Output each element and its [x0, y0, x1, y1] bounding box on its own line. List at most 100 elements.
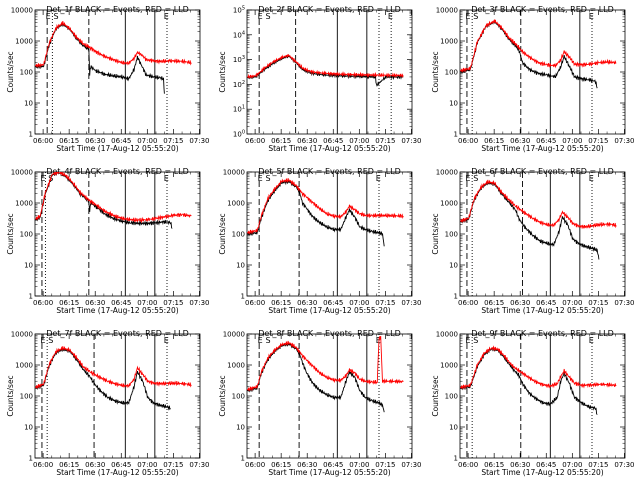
- x-tick-label: 07:00: [562, 299, 582, 307]
- event-marker-label: E: [46, 12, 51, 21]
- x-tick-label: 07:15: [375, 461, 395, 469]
- x-axis-title: Start Time (17-Aug-12 05:55:20): [56, 468, 178, 477]
- x-tick-label: 06:30: [297, 299, 317, 307]
- plot-frame: [34, 9, 201, 135]
- x-tick-label: 07:30: [614, 461, 634, 469]
- x-tick-label: 07:00: [349, 299, 369, 307]
- y-tick-label: 10: [24, 100, 33, 108]
- y-tick-exponent: 5: [242, 6, 245, 12]
- x-tick-label: 06:45: [323, 461, 343, 469]
- y-tick-label: 10: [449, 100, 458, 108]
- x-tick-label: 06:15: [271, 299, 291, 307]
- chart-title: Det_3f BLACK = Events, RED = LLD: [471, 5, 614, 14]
- events-series-line: [247, 179, 385, 247]
- event-marker-label: S: [473, 12, 478, 21]
- series-group: [247, 178, 404, 247]
- event-marker-label: E: [40, 174, 45, 183]
- y-axis-title: Counts/sec: [431, 213, 440, 254]
- x-tick-label: 06:00: [458, 137, 478, 145]
- x-tick-label: 06:15: [59, 299, 79, 307]
- event-marker-label: E: [40, 336, 45, 345]
- x-tick-label: 07:15: [588, 299, 608, 307]
- x-tick-label: 06:15: [59, 461, 79, 469]
- event-marker-label: E: [164, 336, 169, 345]
- lld-series-line: [247, 53, 404, 79]
- chart-title: Det_5f BLACK = Events, RED = LLD: [258, 167, 401, 176]
- x-tick-label: 06:15: [271, 461, 291, 469]
- chart-panel-6: 1 10 100 1000 10000 06:00 06:15 06:30 06:45 07:00…: [431, 167, 635, 315]
- x-tick-label: 07:00: [562, 137, 582, 145]
- x-tick-label: 06:15: [484, 137, 504, 145]
- y-tick-label: 10: [236, 262, 245, 270]
- x-axis-title: Start Time (17-Aug-12 05:55:20): [268, 144, 390, 153]
- y-tick-label: 10: [24, 262, 33, 270]
- y-tick-label: 1: [241, 455, 245, 463]
- y-tick-exponent: 3: [242, 55, 245, 61]
- chart-panel-7: 1 10 100 1000 10000 06:00 06:15 06:30 06:45 07:00…: [6, 329, 210, 477]
- lld-series-line: [460, 18, 617, 73]
- y-tick-label: 10000: [223, 331, 245, 339]
- series-group: [460, 345, 617, 415]
- x-tick-label: 06:00: [245, 461, 265, 469]
- x-tick-label: 07:00: [137, 299, 157, 307]
- y-tick-label: 100: [20, 69, 33, 77]
- y-tick-label: 10000: [436, 169, 458, 177]
- lld-series-line: [35, 172, 192, 224]
- chart-title: Det_4f BLACK = Events, RED = LLD: [46, 167, 189, 176]
- x-tick-label: 07:15: [375, 299, 395, 307]
- y-tick-label: 1: [241, 293, 245, 301]
- x-tick-label: 07:15: [163, 461, 183, 469]
- x-tick-label: 06:00: [33, 137, 53, 145]
- chart-panel-1: 1 10 100 1000 10000 06:00 06:15 06:30 06:45 07:00…: [6, 5, 210, 153]
- event-marker-label: E: [589, 12, 594, 21]
- x-tick-label: 07:30: [614, 299, 634, 307]
- x-tick-label: 07:30: [189, 299, 209, 307]
- events-series-line: [247, 341, 385, 413]
- chart-title: Det_9f BLACK = Events, RED = LLD: [471, 329, 614, 338]
- y-tick-label: 10000: [436, 7, 458, 15]
- events-series-line: [460, 180, 600, 260]
- x-tick-label: 07:00: [349, 461, 369, 469]
- y-tick-label: 101: [233, 105, 245, 114]
- x-tick-label: 06:45: [536, 299, 556, 307]
- x-tick-label: 06:45: [323, 299, 343, 307]
- x-tick-label: 06:00: [245, 137, 265, 145]
- y-tick-label: 1: [29, 131, 33, 139]
- y-axis-title: Counts/sec: [218, 375, 227, 416]
- series-group: [35, 21, 192, 94]
- y-tick-label: 100: [20, 393, 33, 401]
- x-tick-label: 06:30: [85, 137, 105, 145]
- event-marker-label: S: [265, 336, 270, 345]
- x-tick-label: 06:45: [323, 137, 343, 145]
- y-tick-label: 100: [445, 231, 458, 239]
- x-tick-label: 07:15: [588, 137, 608, 145]
- event-marker-label: E: [258, 12, 263, 21]
- y-tick-label: 1: [454, 131, 458, 139]
- x-tick-label: 07:30: [189, 461, 209, 469]
- lld-series-line: [247, 335, 404, 392]
- x-tick-label: 06:15: [59, 137, 79, 145]
- x-axis-title: Start Time (17-Aug-12 05:55:20): [268, 468, 390, 477]
- x-tick-label: 07:15: [588, 461, 608, 469]
- x-tick-label: 06:15: [484, 299, 504, 307]
- y-tick-label: 10000: [11, 331, 33, 339]
- x-tick-label: 07:30: [401, 461, 421, 469]
- y-axis-title: Counts/sec: [6, 51, 15, 92]
- event-marker-label: E: [376, 174, 381, 183]
- y-tick-label: 1: [454, 293, 458, 301]
- x-tick-label: 07:30: [401, 137, 421, 145]
- y-tick-label: 100: [232, 393, 245, 401]
- x-tick-label: 06:00: [33, 299, 53, 307]
- y-tick-label: 104: [233, 30, 245, 39]
- x-tick-label: 06:30: [510, 461, 530, 469]
- y-tick-exponent: 0: [242, 130, 245, 136]
- chart-title: Det_6f BLACK = Events, RED = LLD: [471, 167, 614, 176]
- x-tick-label: 06:15: [271, 137, 291, 145]
- y-tick-label: 10: [449, 424, 458, 432]
- y-tick-label: 100: [233, 130, 245, 139]
- lld-series-line: [460, 345, 617, 390]
- x-tick-label: 06:15: [484, 461, 504, 469]
- y-tick-label: 1000: [15, 362, 33, 370]
- x-axis-title: Start Time (17-Aug-12 05:55:20): [268, 306, 390, 315]
